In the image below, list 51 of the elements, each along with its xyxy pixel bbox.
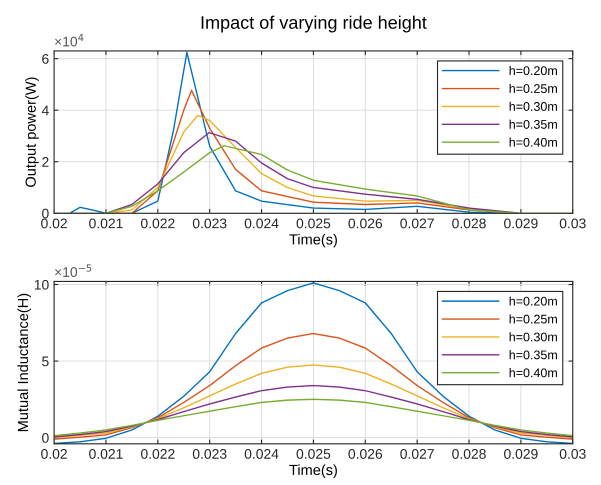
- x-tick-label: 0.023: [192, 449, 226, 459]
- x-tick-label: 0.029: [504, 449, 538, 459]
- legend-label: h=0.20m: [510, 66, 557, 76]
- x-tick-label: 0.02: [41, 218, 67, 228]
- x-tick-label: 0.028: [452, 449, 486, 459]
- x-tick-label: 0.027: [400, 218, 434, 228]
- line-series: [54, 282, 573, 444]
- x-tick-label: 0.025: [296, 449, 330, 459]
- x-tick-label: 0.022: [140, 449, 175, 459]
- x-tick-label: 0.03: [560, 449, 586, 459]
- x-tick-label: 0.021: [89, 449, 123, 459]
- y-axis-title: Output power(W): [25, 77, 39, 187]
- x-tick-label: 0.026: [348, 449, 382, 459]
- x-tick-label: 0.028: [452, 218, 486, 228]
- line-series: [54, 398, 573, 436]
- x-tick-label: 0.023: [192, 218, 226, 228]
- x-tick-label: 0.029: [504, 218, 538, 228]
- chart-title: Impact of varying ride height: [202, 16, 427, 32]
- x-tick-label: 0.027: [400, 449, 434, 459]
- line-series: [54, 364, 573, 438]
- legend-label: h=0.30m: [510, 102, 557, 111]
- legend-label: h=0.25m: [510, 84, 557, 94]
- y-axis-title: Mutual Inductance(H): [17, 294, 31, 432]
- y-tick-label: 5: [42, 356, 49, 366]
- text: ×10$^{−5}$: [55, 264, 92, 277]
- line-series: [54, 332, 573, 440]
- y-tick-label: 0: [42, 432, 49, 443]
- x-axis-title: Time(s): [289, 464, 337, 478]
- legend-label: h=0.40m: [510, 138, 557, 147]
- legend-label: h=0.35m: [510, 350, 557, 360]
- legend-label: h=0.30m: [510, 332, 557, 342]
- y-tick-label: 10: [34, 280, 49, 290]
- line-series: [54, 384, 573, 438]
- x-tick-label: 0.025: [296, 218, 330, 228]
- x-tick-label: 0.03: [560, 218, 586, 228]
- legend-label: h=0.20m: [510, 296, 557, 306]
- text: ×10$^{4}$: [55, 34, 84, 46]
- x-axis-title: Time(s): [289, 234, 337, 248]
- x-tick-label: 0.02: [41, 449, 67, 459]
- y-tick-label: 6: [42, 54, 49, 64]
- x-tick-label: 0.026: [348, 218, 382, 228]
- y-tick-label: 2: [42, 157, 49, 167]
- x-tick-label: 0.021: [89, 218, 123, 228]
- y-tick-label: 4: [42, 106, 49, 116]
- x-tick-label: 0.022: [140, 218, 175, 228]
- y-tick-label: 0: [42, 208, 49, 218]
- legend-label: h=0.35m: [510, 120, 557, 129]
- x-tick-label: 0.024: [244, 218, 279, 228]
- x-tick-label: 0.024: [244, 449, 279, 459]
- legend-label: h=0.25m: [510, 314, 557, 324]
- legend-label: h=0.40m: [510, 368, 557, 378]
